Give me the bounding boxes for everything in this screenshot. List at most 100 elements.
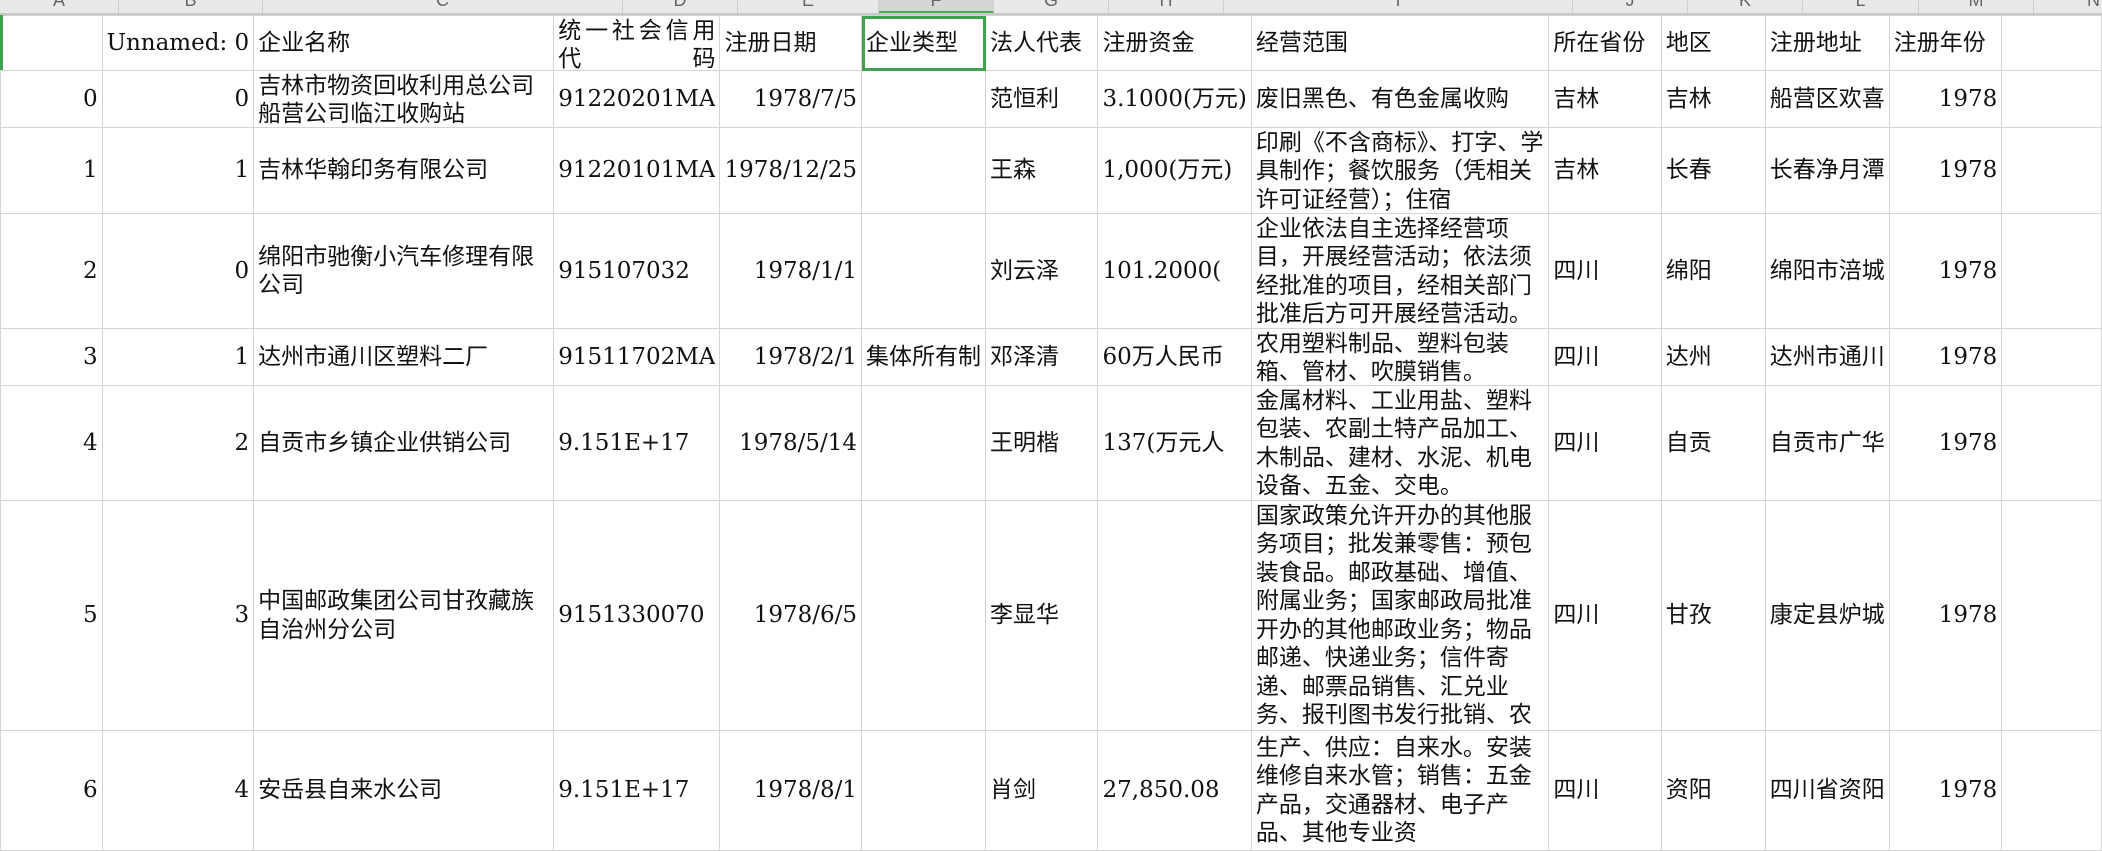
column-header-H[interactable]: H	[1109, 0, 1224, 13]
cell[interactable]: 2	[0, 213, 103, 329]
cell[interactable]: 四川	[1548, 328, 1662, 386]
column-header-F[interactable]: F	[879, 0, 994, 13]
cell[interactable]: 4	[101, 730, 255, 851]
cell[interactable]: 1978	[1888, 730, 2003, 851]
cell[interactable]	[861, 213, 987, 329]
cell[interactable]: 吉林华翰印务有限公司	[253, 127, 555, 214]
cell[interactable]: 四川	[1548, 213, 1662, 329]
header-cell[interactable]: 注册地址	[1764, 15, 1890, 71]
cell[interactable]: 绵阳市驰衡小汽车修理有限公司	[253, 213, 555, 329]
cell[interactable]: 0	[101, 70, 255, 128]
column-header-G[interactable]: G	[994, 0, 1109, 13]
cell[interactable]: 1978	[1888, 328, 2003, 386]
cell[interactable]	[1097, 500, 1252, 731]
cell[interactable]: 91220101MA	[553, 127, 721, 214]
column-header-C[interactable]: C	[263, 0, 623, 13]
column-header-A[interactable]: A	[0, 0, 119, 13]
column-header-D[interactable]: D	[623, 0, 738, 13]
cell[interactable]	[861, 70, 987, 128]
header-cell[interactable]: 注册资金	[1097, 15, 1252, 71]
column-header-B[interactable]: B	[119, 0, 263, 13]
cell[interactable]: 康定县炉城	[1764, 500, 1890, 731]
cell[interactable]	[2001, 328, 2102, 386]
cell[interactable]: 自贡市乡镇企业供销公司	[253, 385, 555, 501]
cell[interactable]	[2001, 500, 2102, 731]
header-cell[interactable]: 企业名称	[253, 15, 555, 71]
cell[interactable]	[2001, 213, 2102, 329]
cell[interactable]: 达州	[1660, 328, 1766, 386]
column-header-M[interactable]: M	[1919, 0, 2034, 13]
cell[interactable]: 1978/5/14	[719, 385, 863, 501]
cell[interactable]: 915107032	[553, 213, 721, 329]
cell[interactable]	[2001, 70, 2102, 128]
cell[interactable]: 达州市通川	[1764, 328, 1890, 386]
cell[interactable]: 安岳县自来水公司	[253, 730, 555, 851]
cell[interactable]: 自贡	[1660, 385, 1766, 501]
cell[interactable]: 4	[0, 385, 103, 501]
cell[interactable]: 1	[101, 328, 255, 386]
cell[interactable]	[2001, 127, 2102, 214]
cell[interactable]: 1978/1/1	[719, 213, 863, 329]
cell[interactable]: 长春净月潭	[1764, 127, 1890, 214]
cell[interactable]: 1978	[1888, 385, 2003, 501]
cell[interactable]: 自贡市广华	[1764, 385, 1890, 501]
cell[interactable]: 27,850.08	[1097, 730, 1252, 851]
cell[interactable]: 5	[0, 500, 103, 731]
column-header-K[interactable]: K	[1688, 0, 1803, 13]
cell[interactable]: 吉林	[1548, 127, 1662, 214]
cell[interactable]: 四川	[1548, 385, 1662, 501]
cell[interactable]	[2001, 730, 2102, 851]
cell[interactable]: 四川	[1548, 500, 1662, 731]
header-cell[interactable]: 经营范围	[1250, 15, 1550, 71]
cell[interactable]: 船营区欢喜	[1764, 70, 1890, 128]
cell[interactable]: 四川省资阳	[1764, 730, 1890, 851]
cell[interactable]: 2	[101, 385, 255, 501]
cell[interactable]: 刘云泽	[985, 213, 1099, 329]
header-cell[interactable]	[0, 15, 103, 71]
column-header-J[interactable]: J	[1573, 0, 1688, 13]
cell[interactable]: 91511702MA	[553, 328, 721, 386]
cell[interactable]: 91220201MA	[553, 70, 721, 128]
cell[interactable]: 王森	[985, 127, 1099, 214]
cell[interactable]: 印刷《不含商标》、打字、学具制作；餐饮服务（凭相关许可证经营）；住宿	[1250, 127, 1550, 214]
header-cell[interactable]: Unnamed: 0	[101, 15, 255, 71]
column-header-E[interactable]: E	[738, 0, 879, 13]
cell[interactable]: 1	[101, 127, 255, 214]
cell[interactable]: 3	[0, 328, 103, 386]
header-cell[interactable]: 所在省份	[1548, 15, 1662, 71]
cell[interactable]: 1	[0, 127, 103, 214]
column-header-L[interactable]: L	[1803, 0, 1919, 13]
cell[interactable]	[861, 127, 987, 214]
cell[interactable]: 1978/2/1	[719, 328, 863, 386]
cell[interactable]: 1978	[1888, 70, 2003, 128]
header-cell[interactable]: 地区	[1660, 15, 1766, 71]
cell[interactable]: 1978	[1888, 213, 2003, 329]
cell[interactable]: 绵阳	[1660, 213, 1766, 329]
cell[interactable]: 6	[0, 730, 103, 851]
header-cell[interactable]: 法人代表	[985, 15, 1099, 71]
cell[interactable]: 企业依法自主选择经营项目，开展经营活动；依法须经批准的项目，经相关部门批准后方可…	[1250, 213, 1550, 329]
cell[interactable]: 国家政策允许开办的其他服务项目；批发兼零售：预包装食品。邮政基础、增值、附属业务…	[1250, 500, 1550, 731]
cell[interactable]: 废旧黑色、有色金属收购	[1250, 70, 1550, 128]
cell[interactable]: 0	[0, 70, 103, 128]
cell[interactable]: 四川	[1548, 730, 1662, 851]
cell[interactable]: 甘孜	[1660, 500, 1766, 731]
cell[interactable]: 中国邮政集团公司甘孜藏族自治州分公司	[253, 500, 555, 731]
cell[interactable]: 3.1000(万元)	[1097, 70, 1252, 128]
cell[interactable]: 绵阳市涪城	[1764, 213, 1890, 329]
header-cell[interactable]: 统一社会信用代码	[553, 15, 721, 71]
cell[interactable]: 邓泽清	[985, 328, 1099, 386]
cell[interactable]	[2001, 385, 2102, 501]
cell[interactable]: 长春	[1660, 127, 1766, 214]
cell[interactable]: 3	[101, 500, 255, 731]
header-cell[interactable]: 注册年份	[1888, 15, 2003, 71]
cell[interactable]: 1978/8/1	[719, 730, 863, 851]
cell[interactable]: 1978/6/5	[719, 500, 863, 731]
cell[interactable]: 吉林	[1660, 70, 1766, 128]
cell[interactable]: 0	[101, 213, 255, 329]
cell[interactable]: 吉林市物资回收利用总公司船营公司临江收购站	[253, 70, 555, 128]
cell[interactable]: 1978/7/5	[719, 70, 863, 128]
cell[interactable]: 1978	[1888, 127, 2003, 214]
cell[interactable]: 农用塑料制品、塑料包装箱、管材、吹膜销售。	[1250, 328, 1550, 386]
header-cell[interactable]	[2001, 15, 2102, 71]
